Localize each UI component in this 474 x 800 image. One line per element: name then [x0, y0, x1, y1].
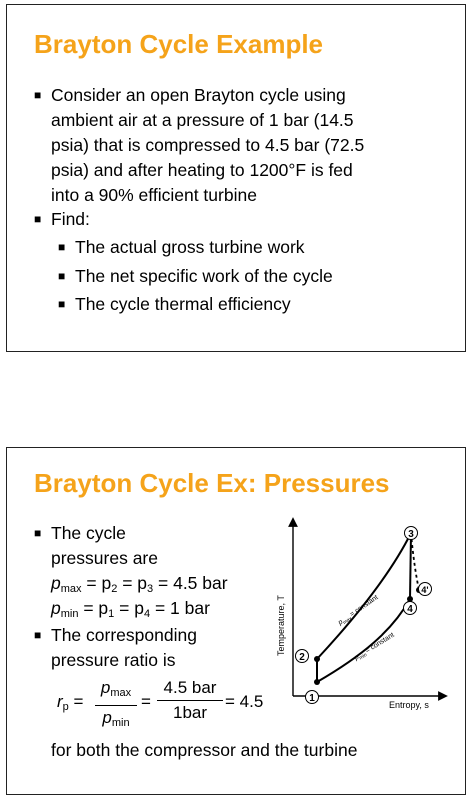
- point-label-3: 3: [404, 526, 418, 540]
- ratio-lhs: rp =: [57, 692, 84, 713]
- bullet-cycle-pressures: ■ The cycle pressures are: [34, 521, 264, 571]
- footer-text: for both the compressor and the turbine: [51, 740, 358, 760]
- ratio-fraction-numeric: 4.5 bar 1bar: [157, 677, 223, 724]
- bullet-square-icon: ■: [58, 240, 66, 254]
- bullet-square-icon: ■: [58, 269, 66, 283]
- find-label: Find:: [51, 209, 90, 229]
- text-line: The corresponding: [51, 625, 197, 645]
- slide-2-title: Brayton Cycle Ex: Pressures: [34, 468, 390, 498]
- find-item-text: The cycle thermal efficiency: [75, 294, 291, 314]
- slide-2: Brayton Cycle Ex: Pressures ■ The cycle …: [6, 447, 466, 795]
- text-line: psia) and after heating to 1200°F is fed: [51, 160, 353, 180]
- state-point-1: [314, 679, 320, 685]
- find-item-text: The net specific work of the cycle: [75, 266, 333, 286]
- pmax-equation: pmax = p2 = p3 = 4.5 bar: [51, 573, 228, 595]
- slide-1: Brayton Cycle Example ■ Consider an open…: [6, 4, 466, 352]
- text-line: pressures are: [51, 548, 158, 568]
- ts-diagram: 1 2 3 4 4' pmax= constant pmin= constant…: [276, 517, 448, 710]
- state-point-2: [314, 656, 320, 662]
- text-line: into a 90% efficient turbine: [51, 185, 257, 205]
- bullet-consider: ■ Consider an open Brayton cycle using a…: [34, 83, 454, 208]
- bullet-pressure-ratio: ■ The corresponding pressure ratio is: [34, 623, 264, 673]
- lower-pressure-curve: [316, 598, 411, 683]
- text-line: The cycle: [51, 523, 126, 543]
- pmin-equation: pmin = p1 = p4 = 1 bar: [51, 598, 210, 620]
- point-label-4: 4: [403, 601, 417, 615]
- expansion-line: [409, 532, 412, 600]
- upper-curve-label: pmax= constant: [336, 594, 380, 629]
- upper-pressure-curve: [316, 532, 412, 660]
- svg-text:1: 1: [309, 693, 315, 704]
- bullet-square-icon: ■: [34, 628, 42, 642]
- svg-text:2: 2: [299, 652, 305, 663]
- svg-text:3: 3: [408, 529, 414, 540]
- y-axis-label: Temperature, T: [276, 595, 286, 656]
- text-line: pressure ratio is: [51, 650, 176, 670]
- text-line: ambient air at a pressure of 1 bar (14.5: [51, 110, 354, 130]
- text-line: psia) that is compressed to 4.5 bar (72.…: [51, 135, 365, 155]
- find-item-2: ■ The net specific work of the cycle: [58, 264, 438, 289]
- state-point-4: [407, 596, 413, 602]
- svg-text:4: 4: [407, 604, 413, 615]
- bullet-consider-text: Consider an open Brayton cycle using amb…: [51, 83, 364, 208]
- find-item-3: ■ The cycle thermal efficiency: [58, 292, 438, 317]
- svg-text:4': 4': [421, 585, 428, 595]
- bullet-square-icon: ■: [34, 88, 42, 102]
- bullet-square-icon: ■: [34, 526, 42, 540]
- bullet-cycle-pressures-text: The cycle pressures are: [51, 521, 158, 571]
- equals-sign: =: [141, 692, 151, 711]
- x-axis-label: Entropy, s: [389, 700, 429, 710]
- point-label-4-prime: 4': [418, 582, 432, 596]
- point-label-1: 1: [305, 690, 319, 704]
- ratio-fraction-symbolic: pmax pmin: [95, 677, 137, 734]
- lower-curve-label: pmin= constant: [353, 632, 397, 664]
- bullet-find: ■ Find:: [34, 207, 234, 232]
- bullet-pressure-ratio-text: The corresponding pressure ratio is: [51, 623, 197, 673]
- slide-1-title: Brayton Cycle Example: [34, 29, 324, 59]
- bullet-square-icon: ■: [34, 212, 42, 226]
- text-line: Consider an open Brayton cycle using: [51, 85, 346, 105]
- actual-expansion-line: [410, 532, 420, 591]
- find-item-text: The actual gross turbine work: [75, 237, 305, 257]
- find-item-1: ■ The actual gross turbine work: [58, 235, 438, 260]
- ratio-result: = 4.5: [225, 692, 264, 711]
- bullet-square-icon: ■: [58, 297, 66, 311]
- point-label-2: 2: [295, 649, 309, 663]
